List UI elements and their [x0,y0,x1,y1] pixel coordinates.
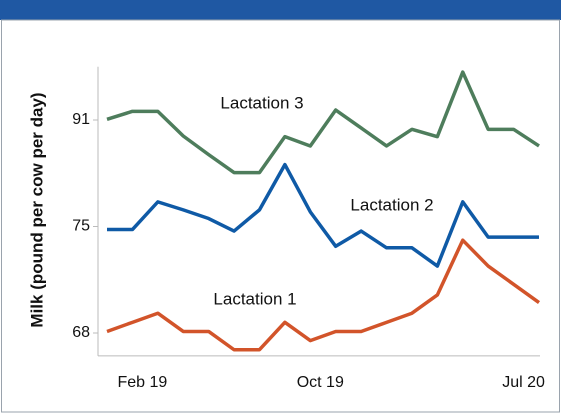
frame [1,19,560,413]
y-tick-label: 75 [72,218,90,235]
series-label: Lactation 3 [220,93,303,112]
x-tick-label: Oct 19 [297,374,344,391]
series-label: Lactation 1 [213,289,296,308]
series-line [106,70,540,175]
series-line [106,238,541,352]
series-label: Lactation 2 [350,195,433,214]
x-tick-label: Jul 20 [502,374,545,391]
y-axis-label: Milk (pound per cow per day) [27,92,46,327]
header-bar [0,0,561,20]
x-tick-label: Feb 19 [118,374,168,391]
y-tick-label: 91 [72,111,90,128]
series-line [107,162,539,268]
y-tick-label: 68 [72,324,90,341]
